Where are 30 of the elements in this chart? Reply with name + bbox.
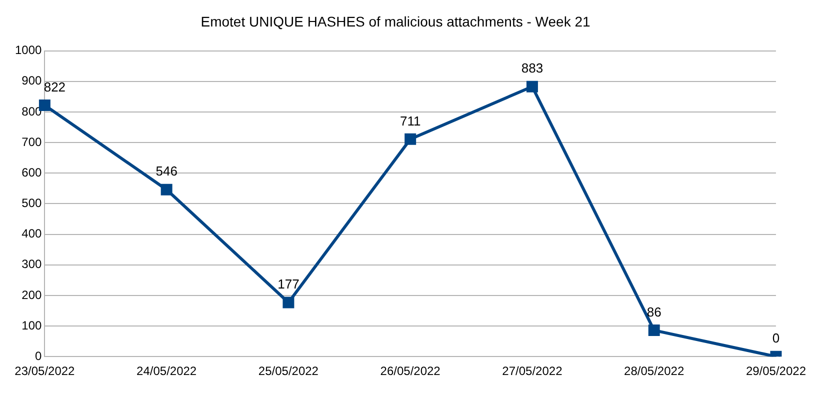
x-tick-label: 26/05/2022 bbox=[380, 364, 441, 378]
point bbox=[160, 184, 172, 196]
y-tick-label: 700 bbox=[22, 134, 42, 149]
x-tick-label: 24/05/2022 bbox=[136, 364, 197, 378]
point bbox=[282, 296, 294, 308]
point bbox=[404, 133, 416, 145]
x-tick-label: 23/05/2022 bbox=[14, 364, 76, 378]
data-label: 0 bbox=[772, 330, 780, 346]
x-tick-label: 29/05/2022 bbox=[746, 364, 806, 378]
x-tick-label: 28/05/2022 bbox=[624, 364, 684, 378]
point bbox=[526, 80, 538, 92]
y-tick-label: 400 bbox=[22, 226, 42, 241]
data-label: 546 bbox=[156, 164, 178, 179]
data-label: 177 bbox=[278, 276, 300, 292]
y-tick-label: 100 bbox=[22, 318, 42, 332]
y-tick-label: 200 bbox=[22, 288, 42, 302]
data-label: 822 bbox=[44, 79, 66, 94]
point bbox=[648, 324, 660, 336]
y-tick-label: 500 bbox=[22, 196, 42, 210]
data-label: 86 bbox=[646, 304, 662, 320]
y-tick-label: 300 bbox=[22, 257, 42, 272]
y-tick-label: 1000 bbox=[14, 43, 42, 58]
y-tick-label: 600 bbox=[22, 165, 42, 180]
data-label: 883 bbox=[521, 60, 544, 76]
y-tick-label: 0 bbox=[35, 348, 42, 363]
x-tick-label: 27/05/2022 bbox=[502, 364, 563, 378]
x-tick-label: 25/05/2022 bbox=[258, 364, 319, 378]
y-tick-label: 900 bbox=[22, 74, 42, 88]
data-label: 711 bbox=[400, 113, 421, 128]
chart-title: Emotet UNIQUE HASHES of malicious attachments - Week 21 bbox=[200, 13, 590, 30]
